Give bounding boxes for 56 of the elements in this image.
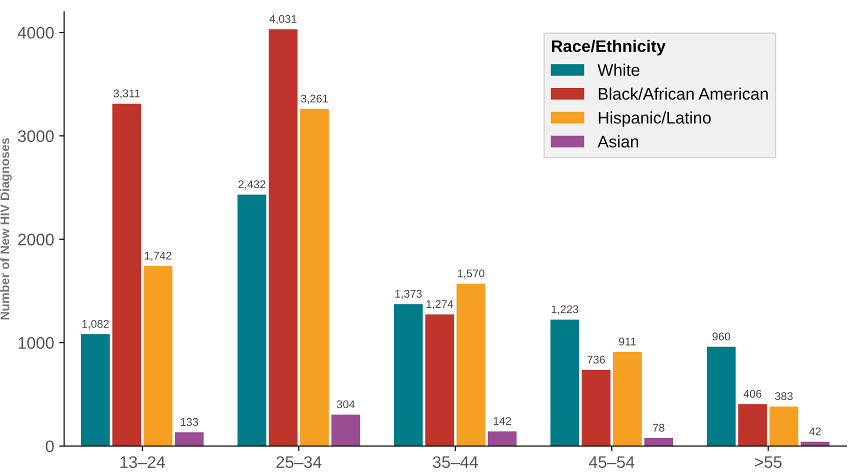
legend-label: White: [598, 64, 640, 76]
bar: [488, 431, 517, 446]
y-axis-title: Number of New HIV Diagnoses: [0, 138, 12, 320]
bar: [237, 194, 266, 446]
data-label: 2,432: [238, 180, 266, 190]
bar: [456, 284, 486, 446]
x-tick-label: 45–54: [588, 456, 634, 468]
bar: [268, 29, 298, 446]
x-tick-label: 25–34: [276, 456, 322, 468]
data-label: 960: [712, 332, 730, 340]
bar: [81, 334, 110, 446]
bar: [112, 104, 142, 446]
legend-label: Hispanic/Latino: [598, 111, 711, 127]
y-tick-label: 1000: [18, 337, 54, 349]
bar: [613, 352, 642, 446]
data-label: 3,311: [114, 89, 140, 99]
bar: [425, 314, 454, 446]
data-label: 1,570: [458, 269, 484, 279]
data-label: 1,742: [144, 252, 172, 261]
bar: [174, 432, 204, 446]
bar: [331, 414, 360, 446]
bar: [550, 320, 580, 446]
bar: [769, 406, 798, 446]
data-label: 3,261: [300, 94, 328, 104]
bar: [582, 370, 610, 446]
x-tick-label: 35–44: [432, 456, 478, 468]
legend-label: Black/African American: [598, 88, 768, 100]
bar: [300, 108, 329, 446]
data-label: 383: [775, 392, 793, 400]
bar: [706, 346, 736, 446]
data-label: 736: [587, 356, 605, 364]
data-label: 304: [336, 400, 355, 408]
data-label: 142: [494, 417, 511, 425]
data-label: 1,223: [552, 305, 578, 315]
data-label: 1,274: [426, 300, 454, 310]
data-label: 133: [180, 418, 198, 426]
legend-label: Asian: [598, 135, 638, 148]
bar: [394, 304, 423, 446]
y-tick-label: 2000: [18, 234, 54, 246]
data-label: 406: [744, 390, 762, 398]
data-label: 4,031: [270, 15, 297, 24]
x-tick-label: 13–24: [120, 456, 166, 468]
x-tick-label: >55: [754, 456, 782, 468]
bar: [738, 404, 767, 446]
bar: [144, 266, 172, 446]
y-tick-label: 0: [46, 440, 54, 452]
data-label: 1,373: [395, 290, 422, 300]
bar: [800, 442, 830, 446]
y-tick-label: 3000: [18, 130, 54, 142]
data-label: 42: [809, 427, 821, 436]
data-label: 1,082: [82, 320, 109, 330]
y-tick-label: 4000: [18, 26, 54, 39]
legend-title: Race/Ethnicity: [552, 40, 666, 56]
bar: [644, 438, 674, 446]
data-label: 911: [619, 338, 636, 346]
data-label: 78: [653, 424, 664, 432]
